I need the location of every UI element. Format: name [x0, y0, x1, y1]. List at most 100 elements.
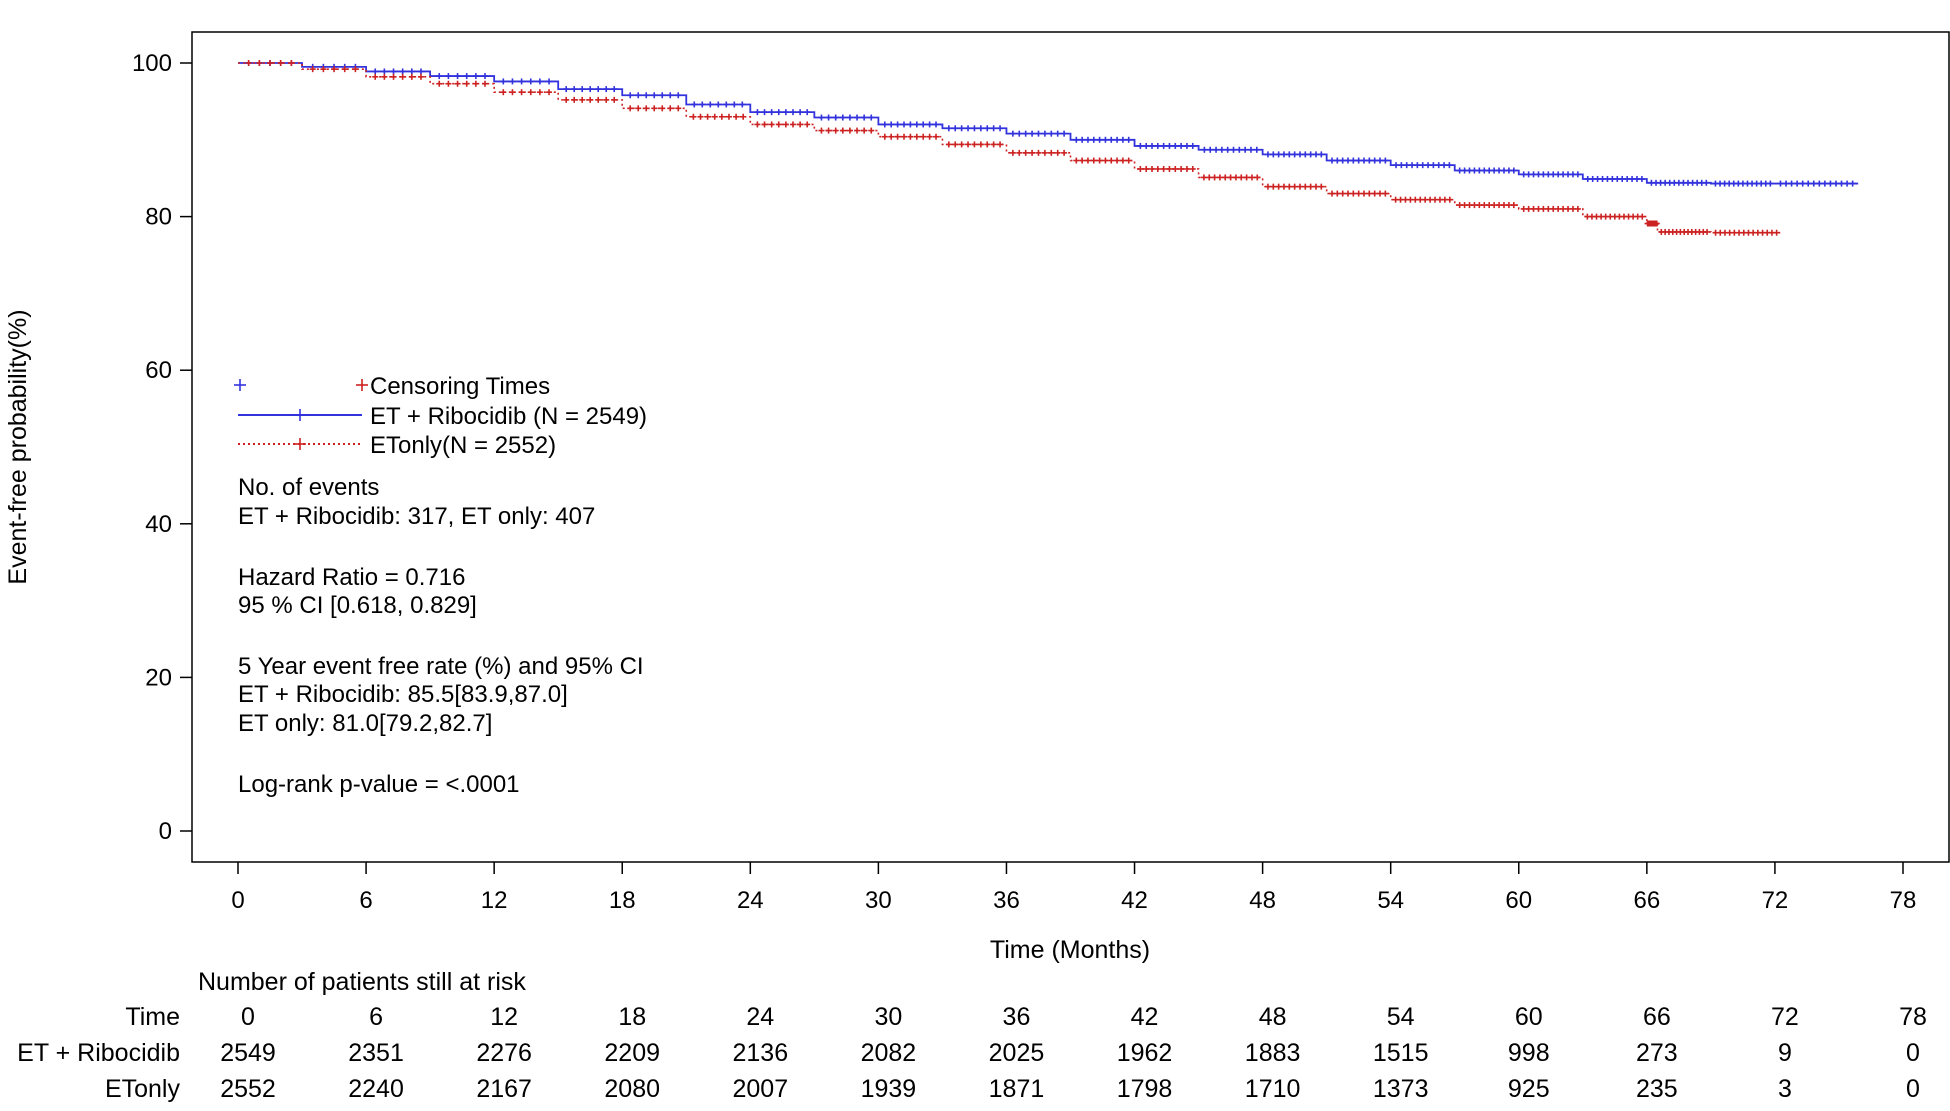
censor-mark	[1264, 151, 1271, 158]
censor-mark	[454, 73, 461, 80]
censor-mark	[797, 121, 804, 128]
censor-mark	[1149, 165, 1156, 172]
censor-mark	[1393, 162, 1400, 169]
censor-mark	[1253, 146, 1260, 153]
censor-mark	[1296, 151, 1303, 158]
x-tick-label: 24	[737, 887, 764, 914]
censor-mark	[1805, 180, 1812, 187]
risk-time-cell: 6	[369, 1003, 383, 1031]
censor-mark	[1166, 142, 1173, 149]
censor-mark	[635, 92, 642, 99]
censor-mark	[399, 68, 406, 75]
censor-mark	[933, 133, 940, 140]
censor-mark	[472, 80, 479, 87]
censor-mark	[804, 109, 811, 116]
censor-mark	[1409, 162, 1416, 169]
risk-time-cell: 12	[490, 1003, 518, 1031]
risk-cell-et-only: 2007	[732, 1075, 788, 1103]
risk-cell-et-only: 1710	[1245, 1075, 1301, 1103]
censor-mark	[1280, 183, 1287, 190]
censor-mark	[1510, 167, 1517, 174]
x-tick-label: 0	[231, 887, 244, 914]
risk-cell-ribociclib: 2549	[220, 1039, 276, 1067]
risk-time-cell: 72	[1771, 1003, 1799, 1031]
censor-mark	[1054, 149, 1061, 156]
censor-mark	[1149, 142, 1156, 149]
risk-cell-et-only: 2552	[220, 1075, 276, 1103]
censor-mark	[546, 89, 553, 96]
censor-mark	[1788, 180, 1795, 187]
censor-mark	[797, 109, 804, 116]
censor-mark	[667, 92, 674, 99]
censor-mark	[1114, 157, 1121, 164]
risk-time-cell: 42	[1131, 1003, 1159, 1031]
risk-time-cell: 48	[1259, 1003, 1287, 1031]
censor-mark	[715, 101, 722, 108]
risk-cell-et-only: 1939	[861, 1075, 917, 1103]
censor-mark	[832, 114, 839, 121]
censor-mark	[768, 121, 775, 128]
x-tick-label: 6	[359, 887, 372, 914]
censor-mark	[445, 80, 452, 87]
censor-mark	[1242, 146, 1249, 153]
risk-time-cell: 60	[1515, 1003, 1543, 1031]
censor-mark	[1638, 175, 1645, 182]
censor-mark	[1350, 157, 1357, 164]
censor-mark	[1172, 142, 1179, 149]
censor-mark	[990, 141, 997, 148]
censor-mark	[691, 101, 698, 108]
censor-mark	[761, 121, 768, 128]
censor-mark	[1653, 220, 1660, 227]
censor-mark	[381, 68, 388, 75]
censor-mark	[1355, 157, 1362, 164]
censor-mark	[1079, 157, 1086, 164]
censor-mark	[675, 105, 682, 112]
censor-mark	[399, 73, 406, 80]
y-tick-label: 100	[132, 50, 172, 77]
censor-mark	[1403, 162, 1410, 169]
censor-mark	[952, 125, 959, 132]
censor-mark	[901, 133, 907, 140]
risk-cell-ribociclib: 9	[1778, 1039, 1792, 1067]
censor-mark	[277, 60, 284, 66]
censor-mark	[1084, 157, 1091, 164]
risk-row-label-et-only: ETonly	[105, 1075, 181, 1103]
censor-mark	[579, 96, 586, 103]
censor-mark	[1247, 146, 1254, 153]
censor-mark	[1355, 190, 1362, 197]
censor-mark	[775, 121, 782, 128]
censor-mark	[1154, 165, 1161, 172]
censor-mark	[571, 86, 578, 93]
censor-mark	[913, 121, 920, 128]
censor-mark	[611, 96, 618, 103]
censor-mark	[1345, 157, 1351, 164]
censor-mark	[381, 73, 388, 80]
censor-mark	[1166, 165, 1173, 172]
censor-mark	[1844, 180, 1851, 187]
censor-mark	[1227, 174, 1234, 181]
censor-mark	[984, 141, 991, 148]
censor-mark	[1361, 157, 1368, 164]
censor-mark	[518, 89, 525, 96]
risk-table: Number of patients still at risk Time ET…	[17, 968, 1927, 1103]
censor-mark	[984, 125, 991, 132]
x-tick-label: 18	[609, 887, 636, 914]
censor-mark	[1035, 130, 1042, 137]
censor-mark	[1114, 136, 1121, 143]
censor-mark	[1041, 130, 1048, 137]
censor-mark	[320, 66, 327, 73]
censor-mark	[881, 121, 888, 128]
censor-mark	[1102, 157, 1109, 164]
censor-mark	[1334, 190, 1341, 197]
censor-mark	[463, 80, 470, 87]
censor-mark	[1073, 157, 1080, 164]
hazard-ratio-ci: 95 % CI [0.618, 0.829]	[238, 592, 477, 619]
risk-cell-ribociclib: 1962	[1117, 1039, 1173, 1067]
censor-mark	[595, 86, 602, 93]
censor-mark	[782, 109, 789, 116]
censor-mark	[245, 60, 252, 66]
censor-mark	[1009, 130, 1016, 137]
censor-mark	[408, 68, 415, 75]
censor-mark	[945, 125, 952, 132]
censor-mark	[1280, 151, 1287, 158]
